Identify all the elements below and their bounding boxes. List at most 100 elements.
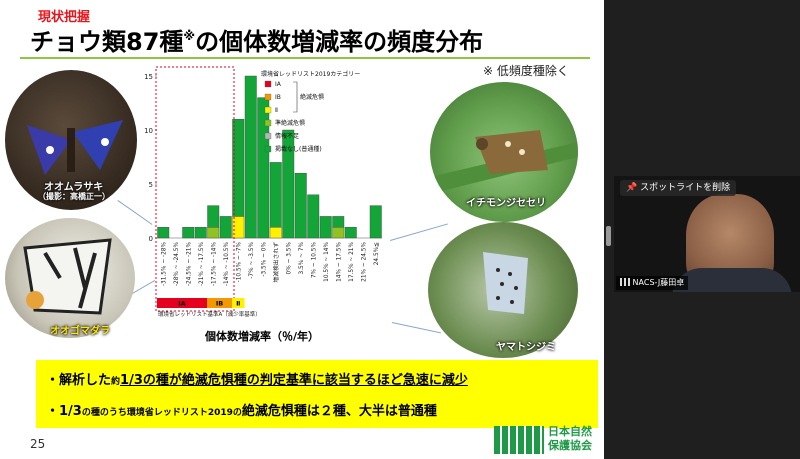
x-tick-label: 21% ~ 24.5% <box>361 242 367 282</box>
slide-title: チョウ類87種※の個体数増減率の頻度分布 <box>30 28 484 56</box>
photo-oomurasaki <box>5 70 137 210</box>
legend-swatch <box>264 145 272 153</box>
legend-swatch <box>264 119 272 127</box>
connector-line <box>391 322 441 334</box>
histogram-bar <box>232 119 245 217</box>
photo-label: イチモンジセセリ <box>466 198 546 209</box>
connector-line <box>390 223 448 241</box>
y-tick-label: 15 <box>144 73 153 81</box>
photo-label: オオムラサキ <box>44 182 104 193</box>
legend-swatch <box>264 80 272 88</box>
redlist-band <box>157 298 207 308</box>
legend-label: 掲載なし(普通種) <box>275 145 322 153</box>
histogram-bar <box>294 172 307 239</box>
y-tick-label: 10 <box>144 127 153 135</box>
histogram-bar <box>182 226 195 239</box>
title-underline <box>20 57 590 59</box>
redlist-band-label: ⅠA <box>178 300 185 308</box>
nacsj-logo-icon <box>494 426 544 454</box>
butterfly-illustration <box>23 238 112 315</box>
butterfly-illustration <box>27 120 123 175</box>
video-tile[interactable]: 📌 スポットライトを削除 NACS-J藤田卓 <box>614 176 800 292</box>
histogram-bar <box>282 129 295 239</box>
x-tick-label: -10.5% ~ -7% <box>236 242 242 283</box>
histogram-bar <box>207 226 220 239</box>
x-tick-label: 3.5% ~ 7% <box>299 242 305 275</box>
photo-ichimonjiseseri <box>430 82 578 222</box>
butterfly-illustration <box>430 130 578 194</box>
page-number: 25 <box>30 437 46 451</box>
y-tick-label: 5 <box>149 181 153 189</box>
x-tick-label: 24.5%≦ <box>374 242 380 265</box>
y-tick-label: 0 <box>149 235 153 243</box>
x-tick-label: -3.5% ~ 0% <box>261 242 267 277</box>
x-tick-label: -17.5% ~ -14% <box>211 242 217 287</box>
resize-handle[interactable] <box>606 226 611 246</box>
legend-swatch <box>264 93 272 101</box>
redlist-band-label: ⅠB <box>216 300 223 308</box>
x-tick-label: 14% ~ 17.5% <box>336 242 342 282</box>
histogram-bar <box>369 205 382 239</box>
band-caption: 環境省レッドリスト基準A（減少率基準） <box>158 310 261 318</box>
bullet-1: ・解析した約1/3の種が絶滅危惧種の判定基準に該当するほど急速に減少 <box>46 373 468 388</box>
legend-label: ⅠA <box>275 81 282 88</box>
redlist-band <box>207 298 232 308</box>
x-tick-label: -14% ~ -10.5% <box>224 242 230 287</box>
bullet-2: ・1/3の種のうち環境省レッドリスト2019の絶滅危惧種は２種、大半は普通種 <box>46 404 437 419</box>
x-tick-label: -21% ~ -17.5% <box>199 242 205 287</box>
legend-group-label: 絶滅危惧 <box>300 93 324 101</box>
x-axis-label: 個体数増減率（％/年） <box>205 330 320 343</box>
photo-oogomadara <box>5 218 135 338</box>
spotlight-label: スポットライトを削除 <box>640 183 731 193</box>
photo-label: オオゴマダラ <box>50 326 110 337</box>
legend-label: 情報不足 <box>275 132 299 140</box>
x-tick-label: 10.5% ~ 14% <box>324 242 330 282</box>
legend-swatch <box>264 106 272 114</box>
participant-video <box>672 268 792 292</box>
legend-swatch <box>264 132 272 140</box>
x-tick-label: 増減検出されず <box>272 242 280 283</box>
legend-title: 環境省レッドリスト2019カテゴリー <box>261 70 360 78</box>
photo-yamatoshijimi <box>428 222 578 358</box>
histogram-bar <box>244 75 257 239</box>
logo-text: 日本自然保護協会 <box>548 425 592 452</box>
photo-credit: （撮影：高橋正一） <box>38 192 110 201</box>
histogram-bar <box>257 97 270 239</box>
histogram-bar <box>332 216 345 228</box>
remove-spotlight-button[interactable]: 📌 スポットライトを削除 <box>620 180 737 196</box>
participant-name-tag: NACS-J藤田卓 <box>616 276 689 290</box>
participant-name: NACS-J藤田卓 <box>632 278 685 287</box>
x-tick-label: 17.5% ~ 21% <box>349 242 355 282</box>
histogram-bar <box>344 226 357 239</box>
signal-bars-icon <box>620 278 630 286</box>
chart-svg: 0 5 10 15 -31.5% ~ -28% -28% ~ -24.5% -24.5% ~… <box>144 66 382 318</box>
x-tick-label: 7% ~ 10.5% <box>311 242 317 279</box>
presentation-slide: 現状把握 チョウ類87種※の個体数増減率の頻度分布 ※ 低頻度種除く オオムラサ… <box>0 0 604 459</box>
photo-label: ヤマトシジミ <box>496 342 556 353</box>
histogram-bar <box>194 226 207 239</box>
x-tick-label: -24.5% ~ -21% <box>186 242 192 287</box>
legend-label: 準絶滅危惧 <box>275 119 305 127</box>
histogram-bar <box>307 194 320 239</box>
legend-label: Ⅱ <box>275 107 278 114</box>
x-tick-label: -7% ~ -3.5% <box>249 242 255 279</box>
legend-label: ⅠB <box>275 94 281 101</box>
frequency-histogram: 0 5 10 15 -31.5% ~ -28% -28% ~ -24.5% -24.5% ~… <box>141 64 390 326</box>
summary-box: ・解析した約1/3の種が絶滅危惧種の判定基準に該当するほど急速に減少 ・1/3の… <box>36 360 598 428</box>
decline-highlight-box <box>155 66 235 312</box>
x-tick-label: 0% ~ 3.5% <box>286 242 292 275</box>
slide-note: ※ 低頻度種除く <box>483 64 569 78</box>
histogram-bar <box>269 226 282 239</box>
redlist-band <box>232 298 245 308</box>
x-tick-label: -28% ~ -24.5% <box>174 242 180 287</box>
butterfly-illustration <box>483 252 528 314</box>
slide-tag: 現状把握 <box>38 10 91 25</box>
histogram-bar <box>207 205 220 228</box>
redlist-band-label: Ⅱ <box>236 300 240 308</box>
histogram-bar <box>219 216 232 239</box>
legend-bracket <box>293 81 298 113</box>
pin-icon: 📌 <box>626 183 638 193</box>
histogram-bar <box>157 226 170 239</box>
histogram-bar <box>332 226 345 239</box>
